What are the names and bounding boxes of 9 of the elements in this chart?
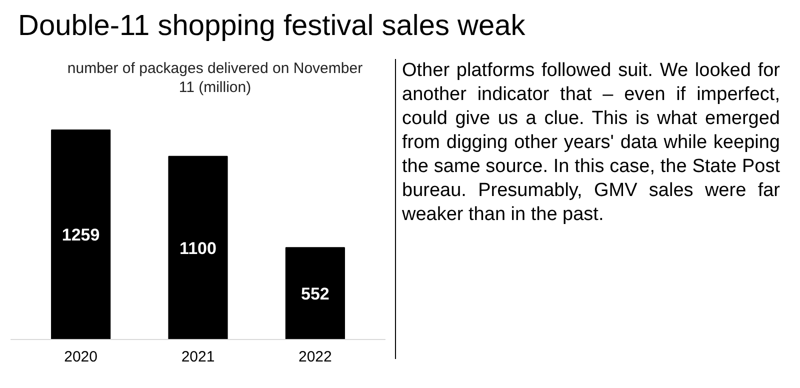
chart-subtitle: number of packages delivered on November 11 (million): [66, 59, 364, 97]
data-label: 1259: [62, 226, 100, 245]
data-label: 1100: [180, 238, 216, 258]
x-tick-label: 2022: [298, 348, 332, 366]
chart-title: Double-11 shopping festival sales weak: [18, 9, 526, 44]
x-tick-label: 2021: [181, 348, 215, 366]
text: Other platforms followed suit. We looked for another indicator that – even if imperfect, could give us a clue. This is what emerged from digging other years' data while keeping the same source. In this case, the State Post bureau. Presumably, GMV sales were far weaker than in the past.: [402, 59, 780, 227]
data-label: 552: [301, 284, 330, 304]
x-tick-label: 2020: [64, 348, 98, 366]
